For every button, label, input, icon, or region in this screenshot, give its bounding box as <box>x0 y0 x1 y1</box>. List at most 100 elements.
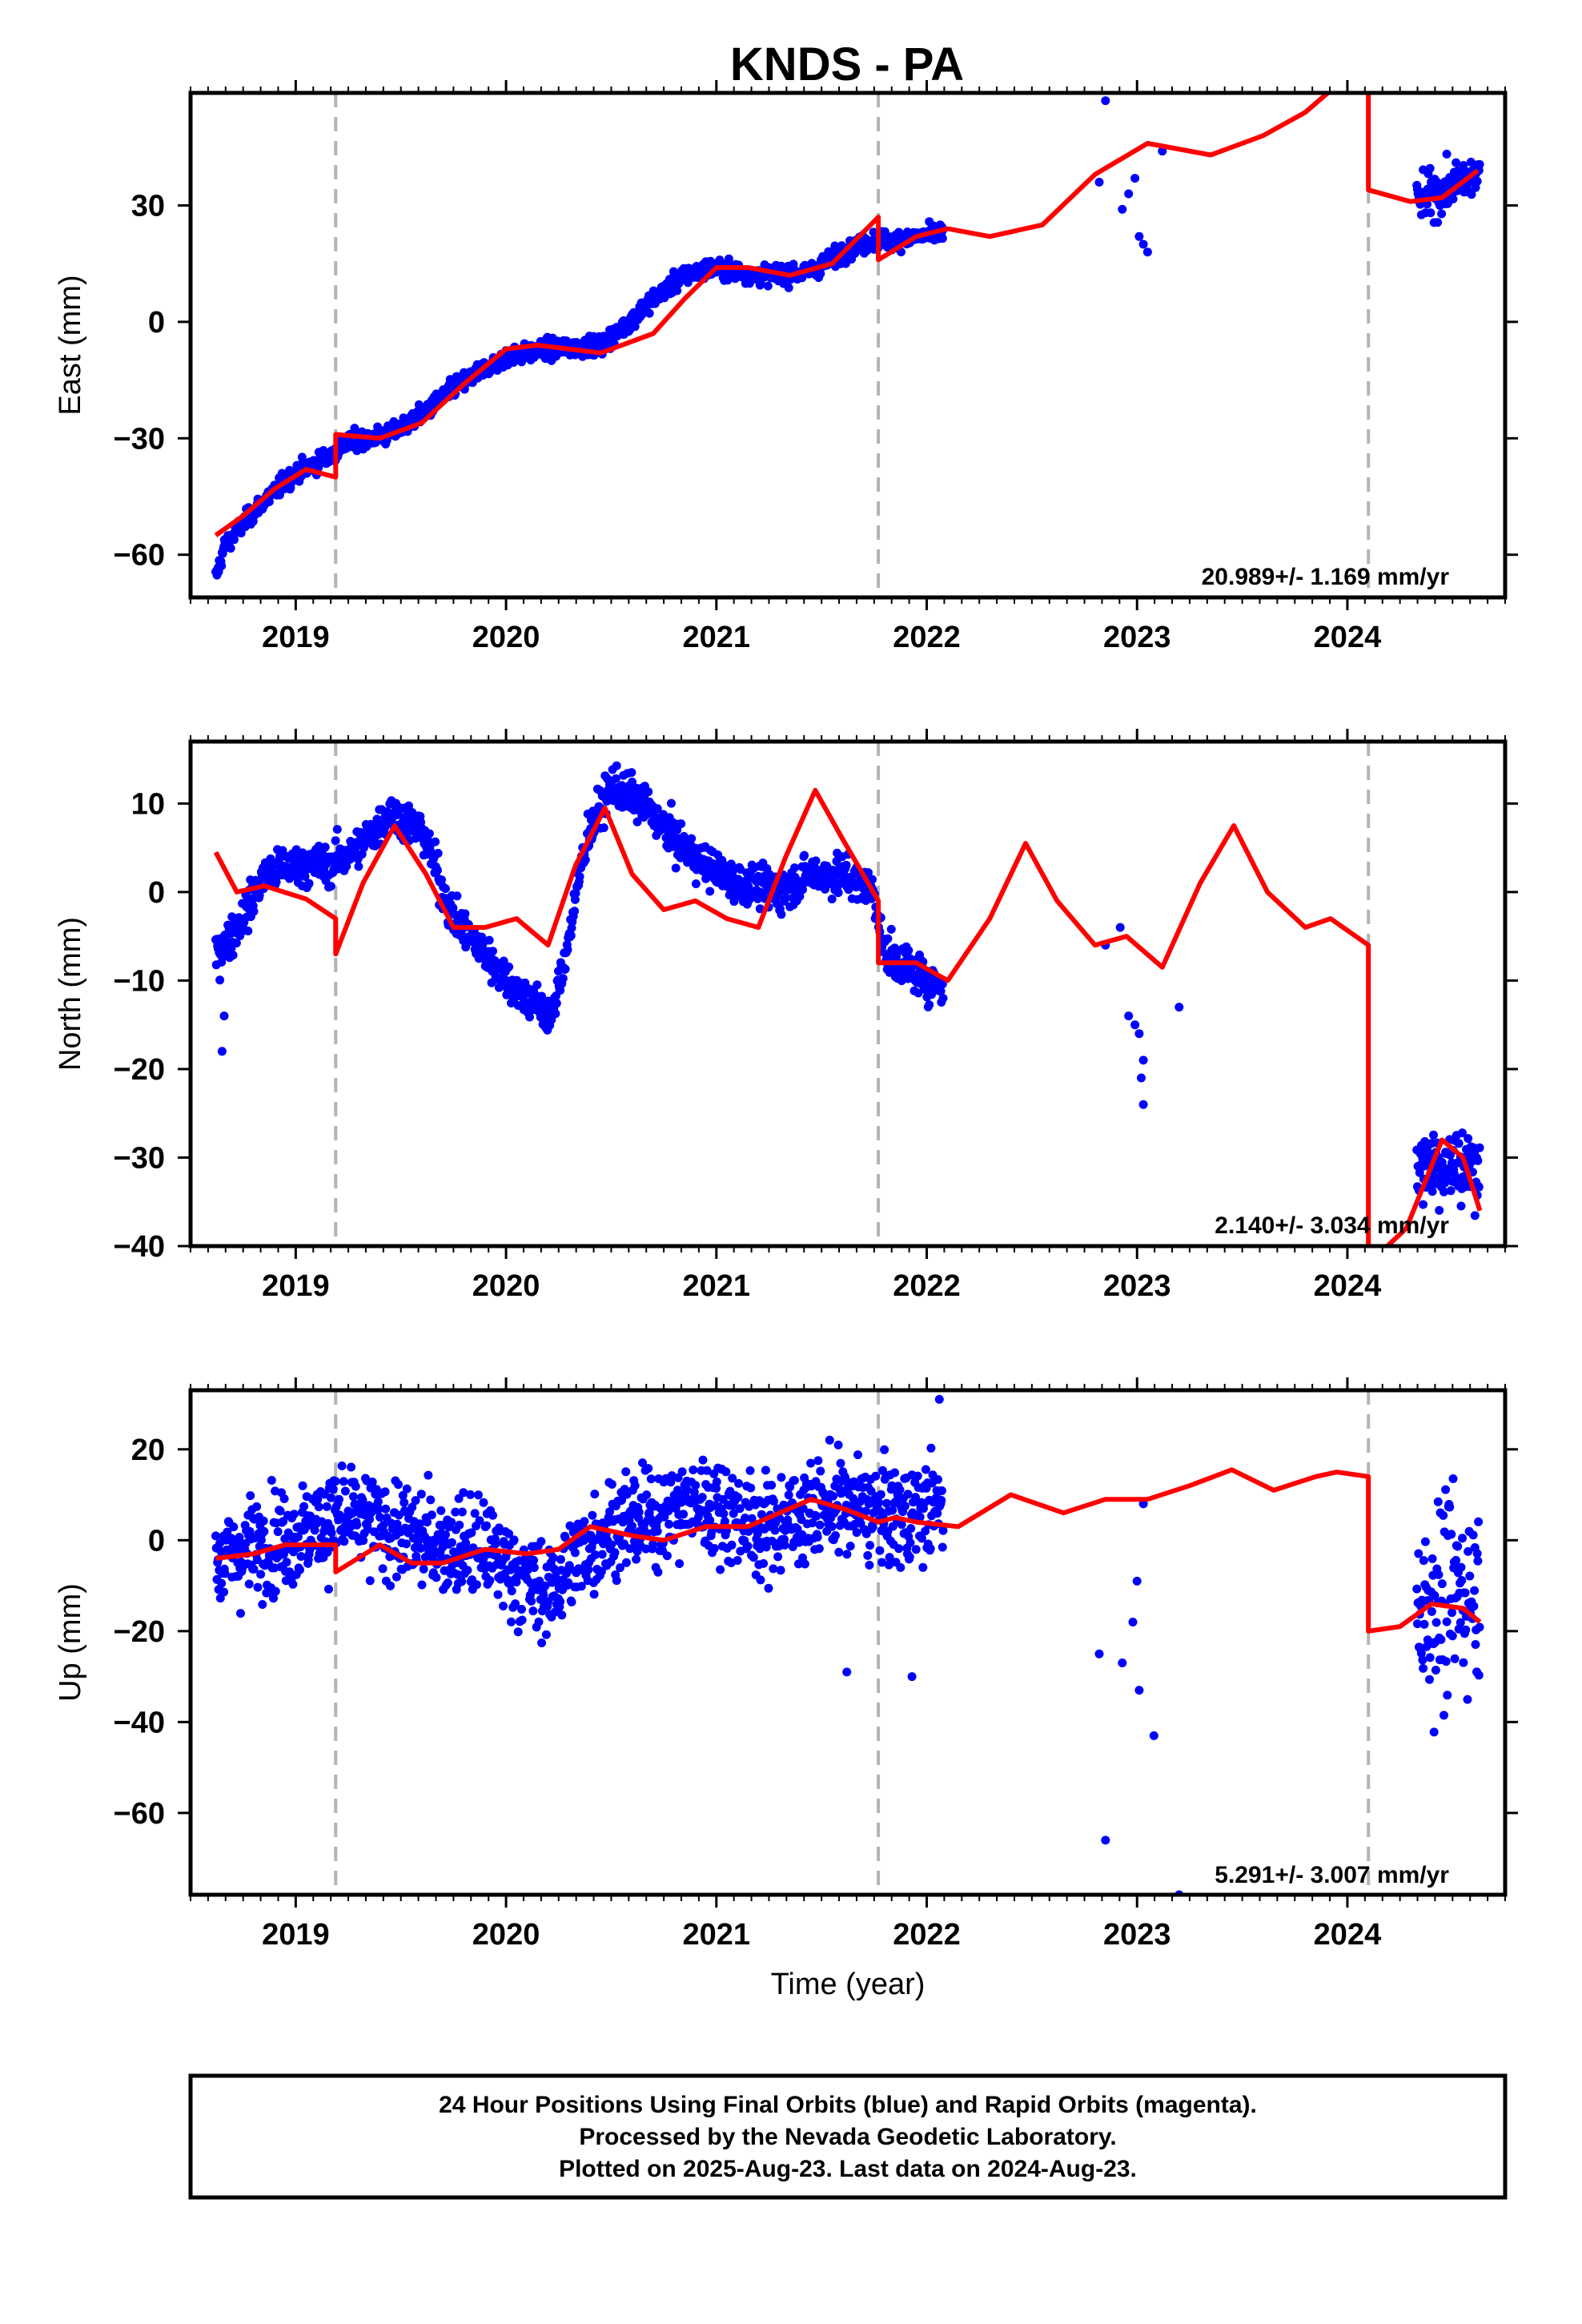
y-tick-label: −40 <box>114 1706 165 1739</box>
data-point <box>453 1570 463 1579</box>
data-point <box>913 1471 922 1481</box>
footer-line-2: Processed by the Nevada Geodetic Laborat… <box>579 2124 1116 2150</box>
data-point <box>905 1552 914 1562</box>
data-point <box>833 1440 843 1449</box>
data-point <box>1427 1187 1437 1196</box>
x-tick-label: 2019 <box>262 1918 330 1952</box>
data-point <box>741 1514 750 1522</box>
data-point <box>816 269 825 279</box>
data-point <box>888 1506 897 1515</box>
data-point <box>400 1498 409 1507</box>
data-point <box>331 836 340 846</box>
data-point <box>527 1596 536 1606</box>
data-point <box>697 1493 707 1502</box>
data-point <box>599 823 608 833</box>
data-point <box>1426 208 1435 218</box>
data-point <box>845 1542 855 1551</box>
data-point <box>1471 1640 1480 1649</box>
panel-north: 2019 2020 2021 2022 2023 2024−40−30−20−10010 … <box>54 729 1518 1303</box>
data-point <box>459 1488 468 1498</box>
data-point <box>781 893 791 903</box>
data-point <box>470 1509 480 1518</box>
outlier-point <box>1138 239 1148 249</box>
data-point <box>868 1522 877 1532</box>
data-point <box>815 1520 825 1530</box>
data-point <box>747 1514 757 1523</box>
data-point <box>605 1507 614 1517</box>
data-point <box>1414 1549 1423 1558</box>
data-point <box>1429 1130 1438 1140</box>
x-tick-label: 2020 <box>472 1269 540 1303</box>
x-tick-label: 2020 <box>472 1918 540 1952</box>
data-point <box>447 1538 456 1547</box>
outlier-point <box>1130 1020 1140 1030</box>
data-point <box>246 1491 255 1501</box>
data-point <box>864 1499 873 1509</box>
data-point <box>504 1529 514 1538</box>
data-point <box>275 1506 285 1516</box>
data-point <box>863 1550 873 1560</box>
data-point <box>827 1522 837 1531</box>
data-point <box>936 987 946 996</box>
data-point <box>877 1558 887 1567</box>
data-point <box>313 1494 323 1504</box>
data-point <box>536 1537 546 1546</box>
chart-title: KNDS - PA <box>730 38 964 90</box>
data-point <box>351 1482 360 1491</box>
data-point <box>1473 1556 1483 1566</box>
data-point <box>1475 1622 1484 1632</box>
data-point <box>552 999 561 1008</box>
data-point <box>705 1515 715 1525</box>
data-point <box>267 1476 276 1485</box>
outlier-point <box>1158 147 1167 156</box>
data-point <box>727 1540 737 1550</box>
data-point <box>784 283 793 292</box>
data-point <box>1419 1619 1429 1629</box>
data-point <box>217 561 227 571</box>
data-point <box>1439 1187 1448 1196</box>
data-point <box>724 254 733 263</box>
data-point <box>540 1581 550 1590</box>
data-point <box>548 1553 558 1562</box>
data-point <box>852 1528 861 1538</box>
data-point <box>667 798 676 808</box>
model-curve <box>214 93 1480 537</box>
data-point <box>1470 1211 1480 1220</box>
data-point <box>1419 1556 1428 1566</box>
data-point <box>230 535 239 545</box>
data-point <box>566 931 576 940</box>
data-point <box>607 1480 616 1489</box>
data-point <box>776 1566 785 1575</box>
data-point <box>915 1512 925 1522</box>
data-point <box>897 1520 906 1530</box>
data-point <box>513 1627 523 1637</box>
data-point <box>885 1553 894 1562</box>
x-tick-label: 2021 <box>683 1269 751 1303</box>
rate-label: 5.291+/- 3.007 mm/yr <box>1215 1862 1449 1888</box>
data-point <box>749 1553 758 1562</box>
data-point <box>358 1495 367 1505</box>
data-point <box>327 1528 336 1538</box>
event-lines <box>334 1390 1371 1895</box>
data-point <box>769 1564 778 1574</box>
data-point <box>770 1526 780 1535</box>
data-point <box>295 1565 304 1574</box>
data-point <box>560 964 570 974</box>
outlier-point <box>1134 231 1144 241</box>
data-point <box>712 1484 721 1493</box>
data-point <box>1464 1134 1473 1144</box>
data-point <box>644 787 653 797</box>
data-point <box>253 1582 263 1592</box>
data-point <box>416 1490 426 1499</box>
data-point <box>454 1494 464 1503</box>
outlier-point <box>1138 1100 1148 1109</box>
data-point <box>729 1509 738 1518</box>
data-point <box>746 1483 756 1493</box>
outlier-point <box>1134 1686 1144 1695</box>
data-point <box>427 1510 436 1520</box>
data-point <box>789 1476 799 1486</box>
data-point <box>424 1470 433 1480</box>
data-point <box>764 1583 773 1593</box>
data-point <box>215 975 225 985</box>
data-point <box>1456 1562 1466 1572</box>
